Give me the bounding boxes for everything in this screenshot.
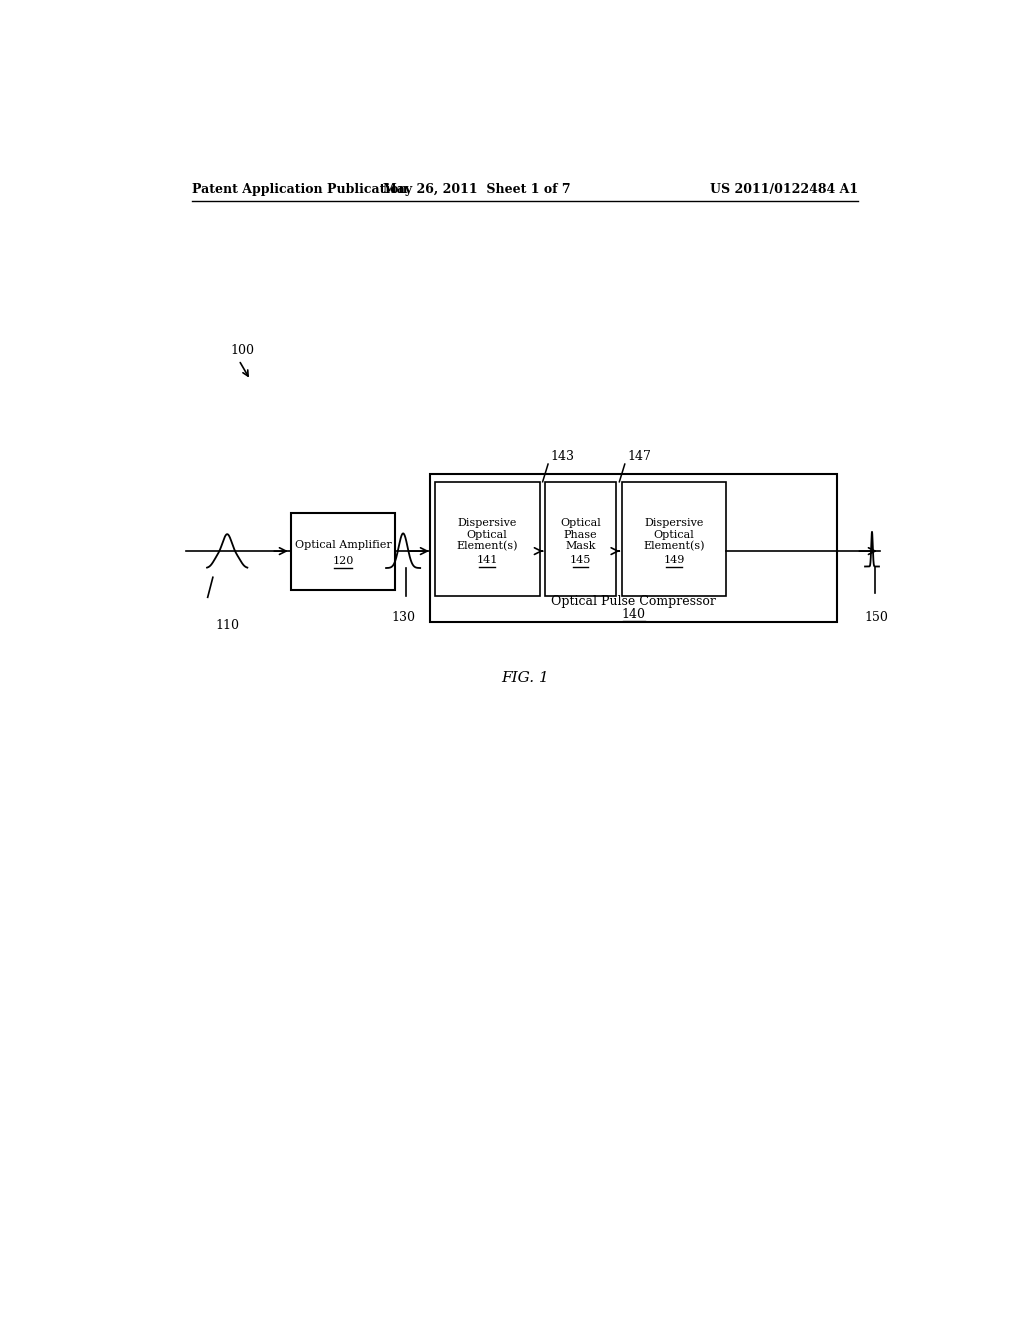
Text: Optical Pulse Compressor: Optical Pulse Compressor xyxy=(551,594,716,607)
FancyBboxPatch shape xyxy=(435,482,540,595)
Text: 130: 130 xyxy=(391,611,415,624)
Text: Optical Amplifier: Optical Amplifier xyxy=(295,540,391,550)
Text: 120: 120 xyxy=(333,556,353,566)
Text: 100: 100 xyxy=(230,345,254,358)
Text: 150: 150 xyxy=(864,611,888,624)
FancyBboxPatch shape xyxy=(291,512,395,590)
Text: Optical: Optical xyxy=(467,529,508,540)
Text: May 26, 2011  Sheet 1 of 7: May 26, 2011 Sheet 1 of 7 xyxy=(383,183,570,197)
Text: Optical: Optical xyxy=(560,519,601,528)
Text: FIG. 1: FIG. 1 xyxy=(501,671,549,685)
Text: Phase: Phase xyxy=(564,529,597,540)
Text: Mask: Mask xyxy=(565,541,596,552)
Text: Patent Application Publication: Patent Application Publication xyxy=(191,183,408,197)
Text: 149: 149 xyxy=(664,554,685,565)
Text: Optical: Optical xyxy=(653,529,694,540)
Text: 143: 143 xyxy=(550,450,574,462)
Text: Element(s): Element(s) xyxy=(643,541,705,552)
Text: 110: 110 xyxy=(215,619,240,632)
Text: 140: 140 xyxy=(622,607,646,620)
Text: 147: 147 xyxy=(627,450,651,462)
Text: 145: 145 xyxy=(570,554,591,565)
Text: US 2011/0122484 A1: US 2011/0122484 A1 xyxy=(710,183,858,197)
Text: Dispersive: Dispersive xyxy=(458,519,517,528)
FancyBboxPatch shape xyxy=(622,482,726,595)
FancyBboxPatch shape xyxy=(545,482,616,595)
FancyBboxPatch shape xyxy=(430,474,838,622)
Text: Dispersive: Dispersive xyxy=(644,519,703,528)
Text: 141: 141 xyxy=(476,554,498,565)
Text: Element(s): Element(s) xyxy=(457,541,518,552)
